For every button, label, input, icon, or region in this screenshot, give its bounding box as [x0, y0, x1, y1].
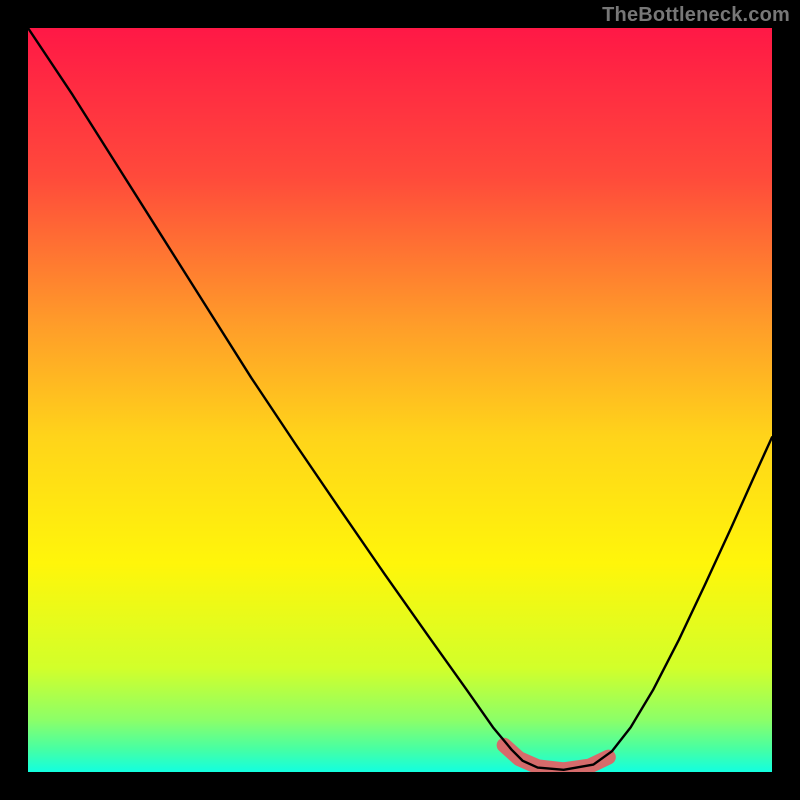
gradient-background: [28, 28, 772, 772]
watermark-text: TheBottleneck.com: [602, 4, 790, 27]
chart-container: TheBottleneck.com: [0, 0, 800, 800]
plot-area: [28, 28, 772, 772]
chart-svg: [28, 28, 772, 772]
